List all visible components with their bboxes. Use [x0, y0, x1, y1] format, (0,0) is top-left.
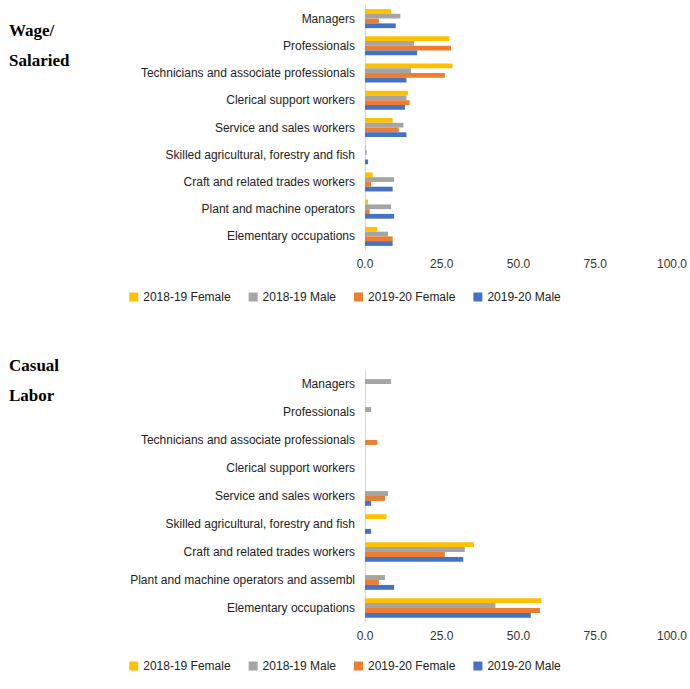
svg-text:2019-20 Male: 2019-20 Male — [487, 659, 561, 673]
svg-text:Technicians and associate prof: Technicians and associate professionals — [141, 433, 355, 447]
svg-text:Craft and related trades worke: Craft and related trades workers — [184, 175, 355, 189]
svg-text:Service and sales workers: Service and sales workers — [215, 489, 355, 503]
svg-text:Skilled agricultural, forestry: Skilled agricultural, forestry and fish — [166, 517, 355, 531]
svg-text:2019-20 Female: 2019-20 Female — [368, 659, 456, 673]
svg-text:Plant and machine operators an: Plant and machine operators and assembl — [130, 573, 355, 587]
svg-text:25.0: 25.0 — [430, 257, 454, 271]
svg-text:2019-20 Female: 2019-20 Female — [368, 290, 456, 304]
svg-text:50.0: 50.0 — [507, 257, 531, 271]
svg-text:Managers: Managers — [302, 12, 355, 26]
svg-text:50.0: 50.0 — [507, 629, 531, 643]
svg-text:Casual: Casual — [9, 356, 59, 375]
svg-text:Clerical support workers: Clerical support workers — [226, 93, 355, 107]
svg-text:Wage/: Wage/ — [9, 21, 55, 40]
svg-text:2018-19 Male: 2018-19 Male — [263, 290, 337, 304]
svg-text:Craft and related trades worke: Craft and related trades workers — [184, 545, 355, 559]
svg-text:2018-19 Female: 2018-19 Female — [143, 290, 231, 304]
svg-text:0.0: 0.0 — [357, 629, 374, 643]
svg-text:75.0: 75.0 — [584, 257, 608, 271]
svg-text:100.0: 100.0 — [657, 629, 687, 643]
svg-text:Labor: Labor — [9, 386, 55, 405]
svg-text:75.0: 75.0 — [584, 629, 608, 643]
svg-text:Professionals: Professionals — [283, 39, 355, 53]
svg-text:Skilled agricultural, forestry: Skilled agricultural, forestry and fish — [166, 148, 355, 162]
svg-text:100.0: 100.0 — [657, 257, 687, 271]
svg-text:Elementary occupations: Elementary occupations — [227, 601, 355, 615]
svg-text:2018-19 Male: 2018-19 Male — [263, 659, 337, 673]
svg-text:25.0: 25.0 — [430, 629, 454, 643]
svg-text:Service and sales workers: Service and sales workers — [215, 121, 355, 135]
svg-text:Technicians and associate prof: Technicians and associate professionals — [141, 66, 355, 80]
svg-text:2018-19 Female: 2018-19 Female — [143, 659, 231, 673]
svg-text:Salaried: Salaried — [9, 51, 70, 70]
svg-text:Elementary occupations: Elementary occupations — [227, 229, 355, 243]
svg-text:Clerical support workers: Clerical support workers — [226, 461, 355, 475]
svg-text:Professionals: Professionals — [283, 405, 355, 419]
svg-text:Plant and machine operators: Plant and machine operators — [202, 202, 355, 216]
svg-text:0.0: 0.0 — [357, 257, 374, 271]
svg-text:2019-20 Male: 2019-20 Male — [487, 290, 561, 304]
svg-text:Managers: Managers — [302, 377, 355, 391]
